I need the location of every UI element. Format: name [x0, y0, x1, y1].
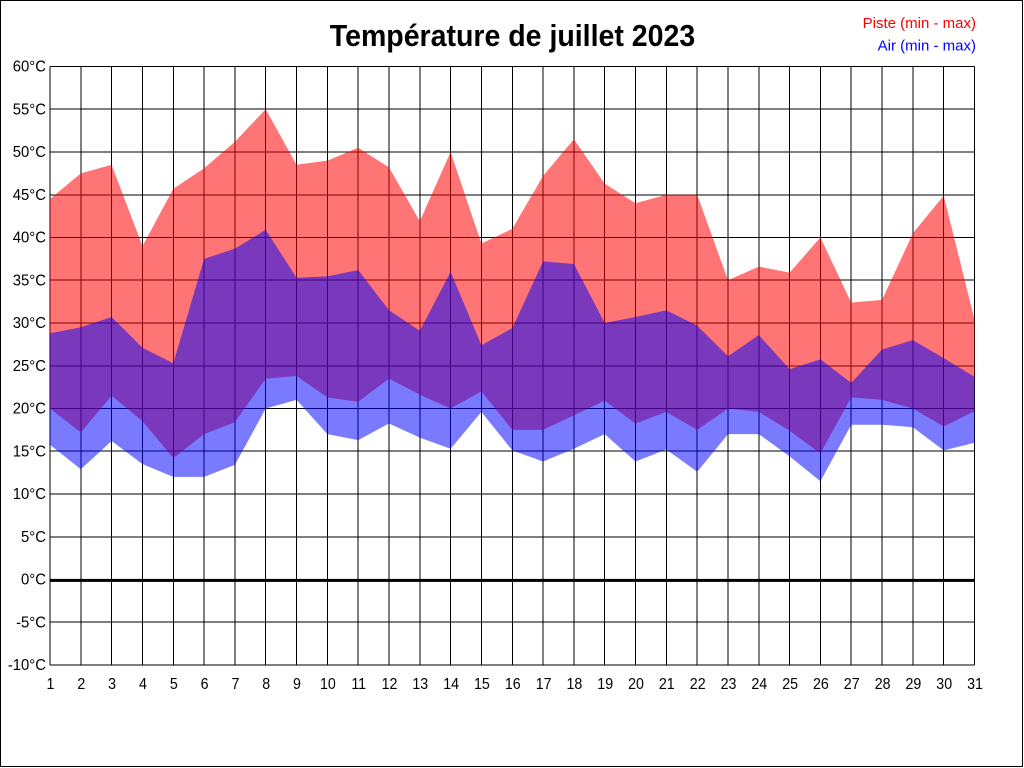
svg-text:25: 25	[782, 675, 798, 693]
svg-text:29: 29	[905, 675, 921, 693]
svg-text:25°C: 25°C	[13, 357, 46, 375]
svg-text:60°C: 60°C	[13, 58, 46, 76]
svg-text:22: 22	[690, 675, 706, 693]
svg-text:4: 4	[139, 675, 147, 693]
svg-text:2: 2	[77, 675, 85, 693]
svg-text:15°C: 15°C	[13, 443, 46, 461]
svg-text:27: 27	[844, 675, 860, 693]
svg-text:10: 10	[320, 675, 336, 693]
svg-text:30: 30	[936, 675, 952, 693]
svg-text:10°C: 10°C	[13, 486, 46, 504]
svg-text:11: 11	[351, 675, 366, 693]
svg-text:Air (min - max): Air (min - max)	[878, 37, 976, 54]
svg-text:28: 28	[875, 675, 891, 693]
svg-text:21: 21	[659, 675, 675, 693]
svg-text:-5°C: -5°C	[16, 614, 46, 632]
svg-text:Piste (min - max): Piste (min - max)	[863, 15, 976, 32]
svg-text:6: 6	[201, 675, 209, 693]
svg-text:7: 7	[231, 675, 239, 693]
svg-text:23: 23	[721, 675, 737, 693]
svg-text:1: 1	[47, 675, 55, 693]
svg-text:-10°C: -10°C	[8, 657, 46, 675]
svg-text:55°C: 55°C	[13, 101, 46, 119]
svg-text:3: 3	[108, 675, 116, 693]
svg-text:45°C: 45°C	[13, 186, 46, 204]
svg-text:30°C: 30°C	[13, 315, 46, 333]
svg-text:5°C: 5°C	[21, 529, 46, 547]
svg-text:20: 20	[628, 675, 644, 693]
svg-text:31: 31	[967, 675, 983, 693]
svg-text:40°C: 40°C	[13, 229, 46, 247]
svg-text:20°C: 20°C	[13, 400, 46, 418]
svg-text:17: 17	[536, 675, 552, 693]
svg-text:24: 24	[751, 675, 767, 693]
svg-text:8: 8	[262, 675, 270, 693]
svg-text:26: 26	[813, 675, 829, 693]
svg-text:9: 9	[293, 675, 301, 693]
svg-text:35°C: 35°C	[13, 272, 46, 290]
svg-text:5: 5	[170, 675, 178, 693]
svg-text:18: 18	[566, 675, 582, 693]
svg-text:0°C: 0°C	[21, 571, 46, 589]
svg-text:13: 13	[412, 675, 428, 693]
svg-text:Température de juillet 2023: Température de juillet 2023	[330, 19, 695, 53]
svg-text:19: 19	[597, 675, 613, 693]
svg-text:15: 15	[474, 675, 490, 693]
svg-text:14: 14	[443, 675, 459, 693]
svg-text:50°C: 50°C	[13, 144, 46, 162]
svg-text:12: 12	[382, 675, 398, 693]
svg-text:16: 16	[505, 675, 521, 693]
